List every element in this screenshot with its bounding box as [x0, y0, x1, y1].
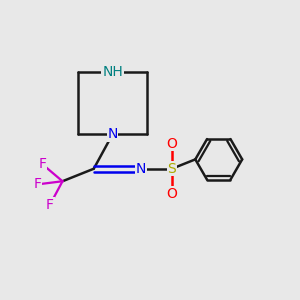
Text: F: F: [38, 157, 46, 171]
Text: N: N: [135, 162, 146, 176]
Text: NH: NH: [102, 65, 123, 79]
Text: F: F: [34, 177, 41, 191]
Text: F: F: [46, 198, 54, 212]
Text: N: N: [107, 128, 118, 141]
Text: S: S: [167, 162, 176, 176]
Text: O: O: [167, 137, 177, 151]
Text: O: O: [167, 187, 177, 201]
